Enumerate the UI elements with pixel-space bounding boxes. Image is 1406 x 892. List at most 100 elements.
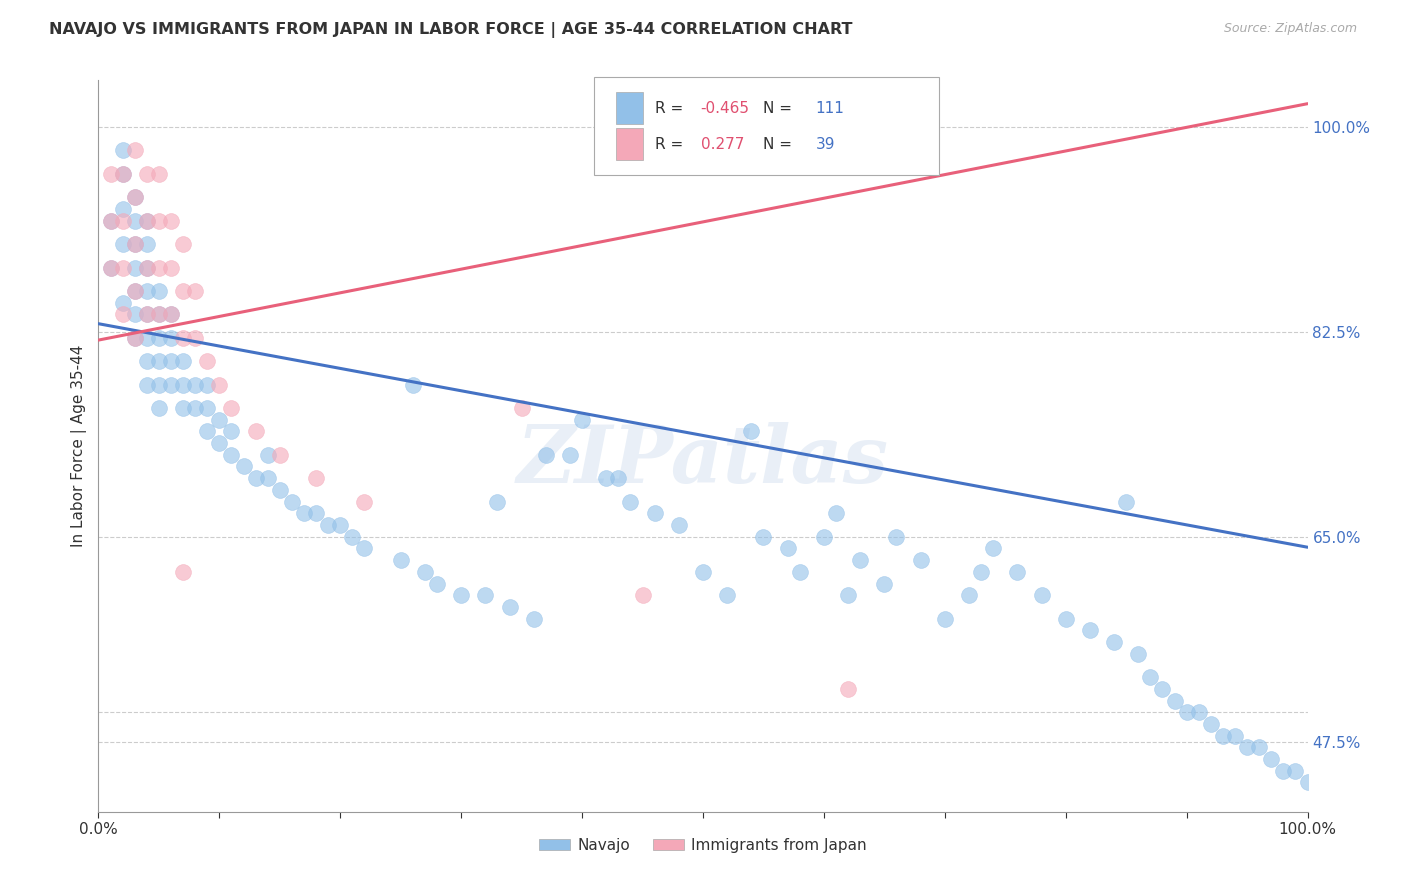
Point <box>160 307 183 321</box>
Point <box>135 213 157 227</box>
Point <box>1115 494 1137 508</box>
Point <box>135 354 157 368</box>
Point <box>221 425 243 439</box>
Point <box>172 565 194 579</box>
Point <box>100 213 122 227</box>
Point <box>256 448 278 462</box>
Point <box>789 565 811 579</box>
Point <box>148 354 170 368</box>
Point <box>111 202 134 216</box>
Point <box>402 377 425 392</box>
Point <box>1212 729 1234 743</box>
Point <box>111 213 134 227</box>
Point <box>160 213 183 227</box>
Point <box>426 576 449 591</box>
Point <box>353 541 375 556</box>
Text: ZIPatlas: ZIPatlas <box>517 422 889 500</box>
Y-axis label: In Labor Force | Age 35-44: In Labor Force | Age 35-44 <box>72 345 87 547</box>
Point <box>111 167 134 181</box>
Point <box>329 518 352 533</box>
Point <box>305 471 328 485</box>
Point <box>135 213 157 227</box>
Point <box>100 260 122 275</box>
Point <box>825 506 848 520</box>
Point <box>1102 635 1125 649</box>
Point <box>148 284 170 298</box>
Point <box>849 553 872 567</box>
Point <box>607 471 630 485</box>
Point <box>195 425 218 439</box>
Point <box>135 284 157 298</box>
Point <box>413 565 436 579</box>
Point <box>135 167 157 181</box>
Point <box>124 331 146 345</box>
Point <box>148 167 170 181</box>
Point <box>172 377 194 392</box>
Point <box>124 237 146 252</box>
Text: N =: N = <box>763 101 797 116</box>
Point <box>111 260 134 275</box>
Point <box>1175 705 1198 719</box>
Point <box>510 401 533 415</box>
Point <box>160 331 183 345</box>
Point <box>1139 670 1161 684</box>
Point <box>111 144 134 158</box>
Point <box>195 354 218 368</box>
Point <box>813 530 835 544</box>
Point <box>232 459 254 474</box>
Point <box>135 237 157 252</box>
Point <box>1078 624 1101 638</box>
Point <box>148 401 170 415</box>
Point <box>100 213 122 227</box>
Point <box>571 412 593 426</box>
Point <box>970 565 993 579</box>
Text: -0.465: -0.465 <box>700 101 749 116</box>
Point <box>1152 681 1174 696</box>
Point <box>221 448 243 462</box>
Point <box>292 506 315 520</box>
Text: NAVAJO VS IMMIGRANTS FROM JAPAN IN LABOR FORCE | AGE 35-44 CORRELATION CHART: NAVAJO VS IMMIGRANTS FROM JAPAN IN LABOR… <box>49 22 852 38</box>
Point <box>148 213 170 227</box>
Point <box>837 681 859 696</box>
Point <box>135 260 157 275</box>
Point <box>523 612 546 626</box>
Point <box>148 331 170 345</box>
Point <box>245 471 267 485</box>
Point <box>389 553 412 567</box>
Point <box>148 377 170 392</box>
Point <box>644 506 666 520</box>
Point <box>692 565 714 579</box>
Text: 111: 111 <box>815 101 845 116</box>
Point <box>184 401 207 415</box>
Point <box>111 167 134 181</box>
Legend: Navajo, Immigrants from Japan: Navajo, Immigrants from Japan <box>533 831 873 859</box>
Point <box>474 588 496 602</box>
Point <box>1031 588 1053 602</box>
Point <box>1054 612 1077 626</box>
Text: R =: R = <box>655 101 688 116</box>
Point <box>135 307 157 321</box>
Point <box>184 331 207 345</box>
Point <box>172 354 194 368</box>
Point <box>245 425 267 439</box>
Point <box>1260 752 1282 766</box>
Point <box>184 377 207 392</box>
Point <box>135 377 157 392</box>
Text: N =: N = <box>763 136 797 152</box>
Point <box>1128 647 1150 661</box>
Point <box>595 471 617 485</box>
Point <box>160 377 183 392</box>
Point <box>124 284 146 298</box>
Point <box>1188 705 1211 719</box>
Point <box>353 494 375 508</box>
Point <box>1296 775 1319 789</box>
Point <box>100 260 122 275</box>
Point <box>1223 729 1246 743</box>
Point <box>1199 717 1222 731</box>
Point <box>1272 764 1295 778</box>
Point <box>160 307 183 321</box>
Point <box>124 190 146 204</box>
Point <box>111 295 134 310</box>
Text: 0.277: 0.277 <box>700 136 744 152</box>
Point <box>752 530 775 544</box>
